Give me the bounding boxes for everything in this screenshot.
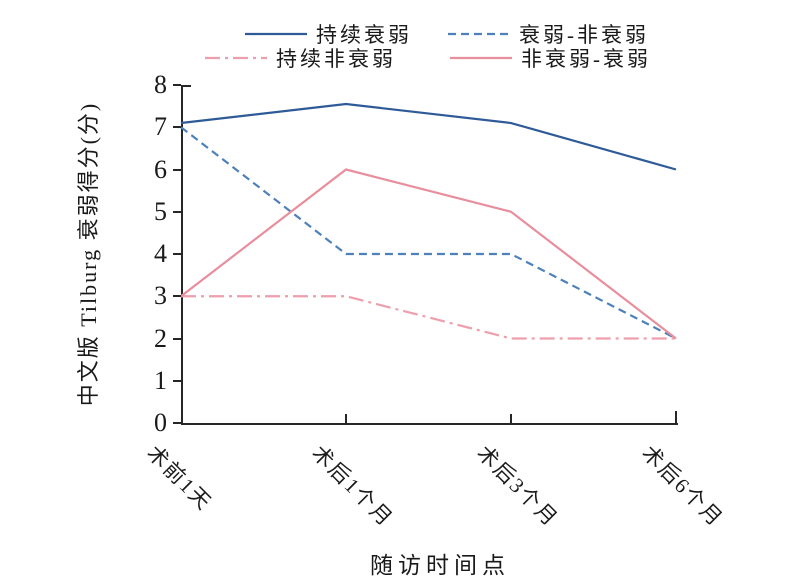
y-axis-title: 中文版 Tilburg 衰弱得分(分) xyxy=(76,101,101,407)
y-tick-label: 2 xyxy=(154,323,167,353)
y-tick-label: 0 xyxy=(154,408,167,437)
y-axis-tick xyxy=(173,422,181,424)
x-tick-label: 术后6个月 xyxy=(637,440,729,532)
y-axis-tick xyxy=(173,337,181,340)
y-axis-tick xyxy=(173,126,181,129)
y-axis-tick xyxy=(173,379,181,382)
x-axis-tick xyxy=(345,414,347,423)
y-axis-tick xyxy=(173,295,181,298)
x-tick-label: 术后3个月 xyxy=(472,440,564,532)
y-tick-label: 6 xyxy=(154,154,167,184)
series-lines xyxy=(180,102,677,340)
series-line-0 xyxy=(180,102,677,171)
y-tick-label: 1 xyxy=(154,365,167,395)
x-axis-tick xyxy=(675,411,677,423)
x-axis-tick xyxy=(510,414,512,423)
plot-area xyxy=(181,85,678,425)
legend-line-sample xyxy=(245,32,307,36)
series-line-1 xyxy=(180,126,677,340)
legend-line-sample xyxy=(205,56,267,60)
legend-label: 持续非衰弱 xyxy=(276,47,396,71)
legend-label: 衰弱-非衰弱 xyxy=(519,23,649,47)
y-axis-top-cap xyxy=(183,85,191,87)
y-tick-label: 7 xyxy=(154,112,167,142)
y-axis-tick xyxy=(173,210,181,213)
legend-label: 非衰弱-衰弱 xyxy=(521,47,651,71)
y-tick-label: 3 xyxy=(154,281,167,311)
y-axis-tick xyxy=(173,168,181,171)
y-tick-label: 4 xyxy=(154,239,167,268)
legend-entry: 非衰弱-衰弱 xyxy=(450,46,651,71)
legend-entry: 持续非衰弱 xyxy=(205,46,396,71)
legend-label: 持续衰弱 xyxy=(316,23,412,47)
legend-entry: 持续衰弱 xyxy=(245,22,412,47)
y-axis-tick xyxy=(173,253,181,255)
legend-line-sample xyxy=(450,56,512,60)
y-tick-label: 8 xyxy=(154,70,167,99)
x-tick-label: 术前1天 xyxy=(142,440,217,516)
series-line-3 xyxy=(180,168,677,340)
x-axis-title: 随访时间点 xyxy=(370,553,510,578)
series-line-2 xyxy=(181,295,676,340)
y-tick-label: 5 xyxy=(154,196,167,226)
x-tick-label: 术后1个月 xyxy=(307,440,399,532)
legend-entry: 衰弱-非衰弱 xyxy=(448,22,649,47)
legend-line-sample xyxy=(448,32,510,36)
y-axis-tick xyxy=(173,84,181,86)
